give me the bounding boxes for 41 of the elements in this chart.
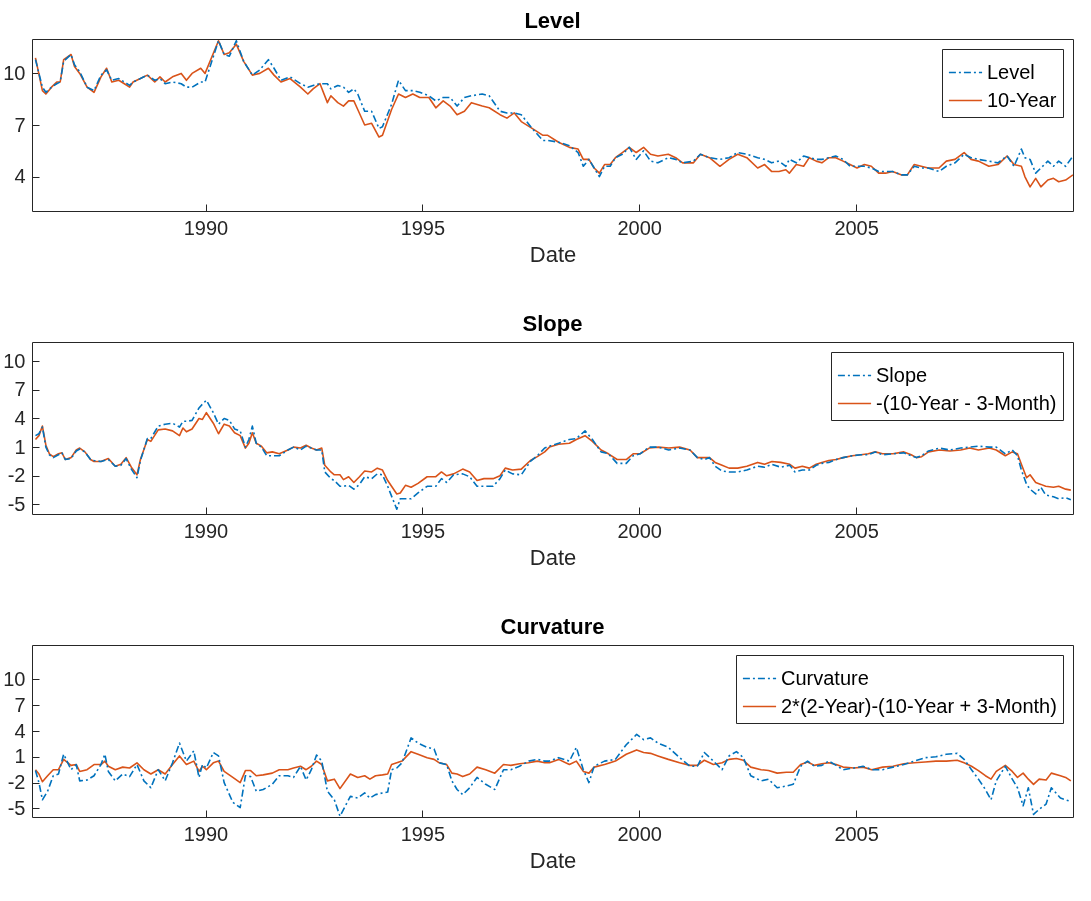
legend-label: Curvature [781, 666, 869, 689]
y-tick-label: 10 [3, 667, 26, 690]
y-tick-label: -5 [7, 492, 26, 515]
y-tick-label: -5 [7, 796, 26, 819]
y-tick-label: 7 [14, 378, 26, 401]
chart-title: Level [524, 8, 581, 33]
x-tick-label: 2000 [617, 216, 662, 239]
y-tick-label: 10 [3, 349, 26, 372]
legend-label: -(10-Year - 3-Month) [876, 391, 1057, 414]
legend-label: Level [987, 60, 1035, 83]
x-tick-label: 2000 [617, 822, 662, 845]
x-tick-label: 2005 [834, 216, 879, 239]
chart-title: Slope [522, 311, 583, 336]
x-axis-title: Date [529, 544, 577, 570]
y-tick-label: 10 [3, 61, 26, 84]
legend-label: 2*(2-Year)-(10-Year + 3-Month) [781, 694, 1057, 717]
y-tick-label: 1 [14, 435, 26, 458]
legend-label: 10-Year [987, 88, 1057, 111]
y-tick-label: -2 [7, 464, 26, 487]
x-tick-label: 1990 [183, 822, 229, 845]
y-tick-label: 7 [14, 113, 26, 136]
line-series [34, 749, 1072, 790]
y-tick-label: 4 [14, 406, 26, 429]
x-tick-label: 1990 [183, 519, 229, 542]
x-axis-title: Date [529, 241, 577, 267]
y-tick-label: -2 [7, 771, 26, 794]
y-tick-label: 4 [14, 719, 26, 742]
x-tick-label: 1990 [183, 216, 229, 239]
chart-title: Curvature [500, 614, 605, 639]
x-tick-label: 2000 [617, 519, 662, 542]
y-tick-label: 7 [14, 693, 26, 716]
x-tick-label: 1995 [400, 216, 446, 239]
y-tick-label: 4 [14, 165, 26, 188]
legend-label: Slope [876, 363, 928, 386]
x-axis-title: Date [529, 847, 577, 873]
x-tick-label: 2005 [834, 519, 879, 542]
x-tick-label: 2005 [834, 822, 879, 845]
line-series [34, 733, 1072, 817]
x-tick-label: 1995 [400, 519, 446, 542]
y-tick-label: 1 [14, 745, 26, 768]
x-tick-label: 1995 [400, 822, 446, 845]
